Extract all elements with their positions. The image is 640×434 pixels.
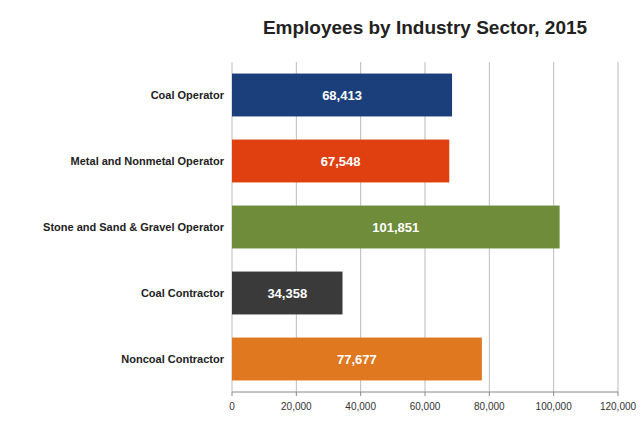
tick-mark	[296, 392, 297, 396]
tick-mark	[553, 392, 554, 396]
x-axis: 0 20,000 40,000 60,000 80,000 100,000 120,000	[229, 392, 636, 412]
tick-label: 0	[229, 401, 235, 412]
chart: Employees by Industry Sector, 2015 0 20,00…	[0, 0, 640, 434]
data-label: 67,548	[321, 154, 361, 169]
title: Employees by Industry Sector, 2015	[263, 17, 588, 38]
bar	[232, 272, 343, 315]
bar	[232, 74, 452, 117]
bar	[232, 338, 482, 381]
data-label: 34,358	[267, 286, 307, 301]
tick-label: 20,000	[281, 401, 312, 412]
category-label: Stone and Sand & Gravel Operator	[43, 221, 225, 233]
tick-label: 100,000	[536, 401, 573, 412]
data-label: 77,677	[337, 352, 377, 367]
category-label: Coal Contractor	[141, 287, 225, 299]
tick-mark	[618, 392, 619, 396]
tick-mark	[232, 392, 233, 396]
category-label: Noncoal Contractor	[121, 353, 224, 365]
grid	[232, 62, 618, 392]
data-labels: 77,677 34,358 101,851 67,548 68,413	[267, 88, 419, 367]
y-axis: Noncoal Contractor Coal Contractor Stone a…	[43, 89, 225, 365]
bar	[232, 206, 560, 249]
tick-mark	[489, 392, 490, 396]
tick-label: 80,000	[474, 401, 505, 412]
axis-line	[232, 392, 618, 393]
tick-mark	[425, 392, 426, 396]
data-label: 101,851	[372, 220, 419, 235]
bars	[232, 74, 560, 381]
tick-label: 60,000	[410, 401, 441, 412]
grid-line	[618, 62, 619, 392]
tick-label: 40,000	[345, 401, 376, 412]
tick-label: 120,000	[600, 401, 637, 412]
bar	[232, 140, 449, 183]
tick-mark	[360, 392, 361, 396]
data-label: 68,413	[322, 88, 362, 103]
background	[0, 0, 640, 434]
category-label: Coal Operator	[151, 89, 225, 101]
category-label: Metal and Nonmetal Operator	[71, 155, 225, 167]
